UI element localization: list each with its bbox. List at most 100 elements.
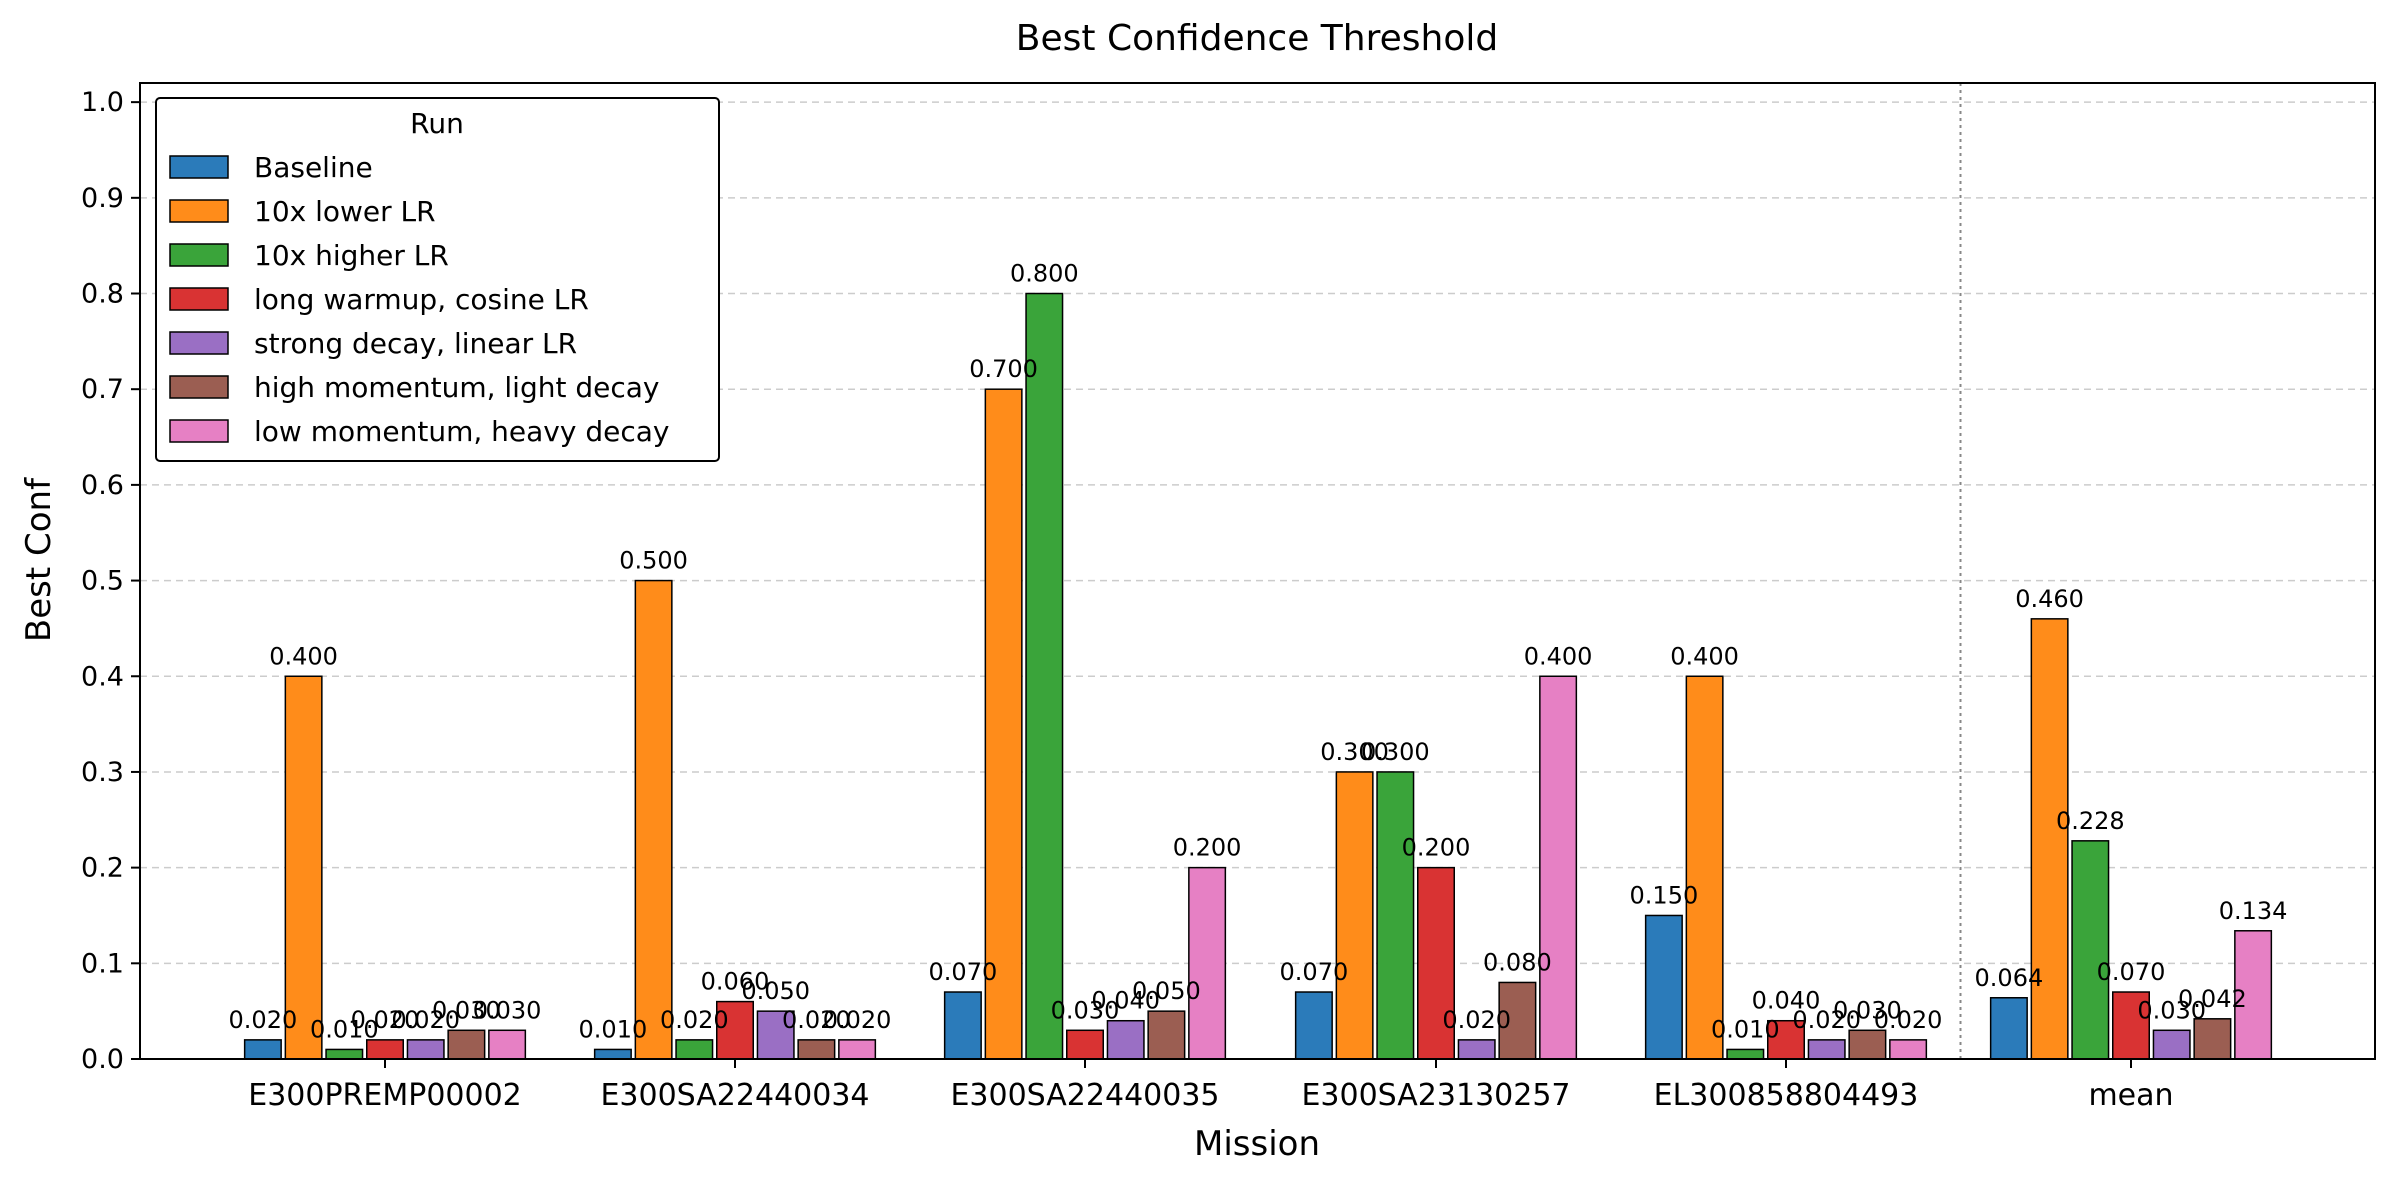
legend-swatch (169, 375, 229, 399)
bar-value-label: 0.500 (619, 547, 688, 575)
bar (1644, 914, 1683, 1060)
bar (756, 1010, 795, 1060)
bar (1539, 675, 1578, 1060)
bar-value-label: 0.050 (1132, 977, 1201, 1005)
bar-value-label: 0.460 (2015, 585, 2084, 613)
y-tick-label: 0.8 (81, 279, 124, 310)
chart-title: Best Confidence Threshold (1016, 18, 1498, 59)
bar-value-label: 0.400 (1524, 642, 1593, 670)
bar-value-label: 0.030 (2137, 996, 2206, 1024)
bar-value-label: 0.050 (741, 977, 810, 1005)
bar-value-label: 0.020 (1442, 1006, 1511, 1034)
legend-box (155, 97, 720, 462)
legend-swatch (169, 287, 229, 311)
bar-value-label: 0.020 (229, 1006, 298, 1034)
bar-value-label: 0.400 (269, 642, 338, 670)
legend-swatch (169, 199, 229, 223)
bar-value-label: 0.300 (1320, 738, 1389, 766)
bar (1498, 981, 1537, 1060)
bar-value-label: 0.700 (969, 355, 1038, 383)
bar (488, 1029, 527, 1060)
bar-value-label: 0.030 (1833, 996, 1902, 1024)
bar-value-label: 0.070 (2097, 958, 2166, 986)
bar (1807, 1039, 1846, 1060)
legend-entry-label: high momentum, light decay (254, 371, 659, 404)
y-tick-label: 0.2 (81, 853, 124, 884)
bar-value-label: 0.200 (1173, 834, 1242, 862)
legend: Run Baseline 10x lower LR 10x higher LR lon… (155, 97, 720, 462)
plot-frame (139, 82, 2376, 1060)
bar (1417, 866, 1455, 1060)
x-tick-label: E300SA22440034 (600, 1078, 869, 1113)
bar-value-label: 0.080 (1483, 948, 1552, 976)
legend-entry-label: long warmup, cosine LR (254, 283, 589, 316)
x-ticks: E300PREMP00002 E300SA22440034 E300SA224400… (248, 1059, 2174, 1113)
bar-value-label: 0.040 (1091, 987, 1160, 1015)
x-axis-label: Mission (1194, 1124, 1320, 1164)
bar (2071, 840, 2110, 1060)
bar-value-label: 0.150 (1630, 881, 1699, 909)
bar-value-label: 0.020 (823, 1006, 892, 1034)
bar-value-label: 0.070 (1280, 958, 1349, 986)
y-tick-label: 0.9 (81, 183, 124, 214)
bar-value-label: 0.200 (1402, 834, 1471, 862)
bar (1335, 771, 1374, 1060)
x-tick-label: mean (2088, 1078, 2173, 1113)
y-tick-label: 0.1 (81, 948, 124, 979)
bar (1025, 292, 1064, 1060)
bar-value-label: 0.030 (1051, 996, 1120, 1024)
y-axis-label: Best Conf (19, 477, 59, 642)
bar-value-label: 0.020 (1792, 1006, 1861, 1034)
bar (243, 1039, 282, 1060)
bars (243, 292, 2273, 1060)
bar (284, 675, 323, 1060)
bar-value-label: 0.010 (579, 1015, 648, 1043)
bar-value-label: 0.010 (1711, 1015, 1780, 1043)
legend-entry-label: low momentum, heavy decay (254, 415, 669, 448)
y-ticks: 0.0 0.1 0.2 0.3 0.4 0.5 0.6 0.7 0.8 0.9 1.0 (81, 87, 140, 1075)
y-tick-label: 1.0 (81, 87, 124, 118)
bar (634, 579, 673, 1060)
bar (1726, 1048, 1765, 1060)
x-tick-label: E300PREMP00002 (248, 1078, 522, 1113)
bar (1066, 1029, 1104, 1060)
x-tick-label: EL300858804493 (1654, 1078, 1919, 1113)
bar-labels: 0.0200.4000.0100.0200.0200.0300.0300.010… (229, 260, 2288, 1044)
bar-value-label: 0.020 (391, 1006, 460, 1034)
y-tick-label: 0.3 (81, 757, 124, 788)
bar (797, 1039, 836, 1060)
legend-swatch (169, 155, 229, 179)
y-tick-label: 0.4 (81, 661, 124, 692)
x-tick-label: E300SA22440035 (950, 1078, 1219, 1113)
bar-value-label: 0.040 (1752, 987, 1821, 1015)
bar-value-label: 0.400 (1670, 642, 1739, 670)
legend-entry-label: 10x higher LR (254, 239, 449, 272)
bar (1188, 866, 1227, 1060)
bar-value-label: 0.020 (660, 1006, 729, 1034)
bar (2193, 1018, 2232, 1060)
bar (716, 1000, 754, 1060)
x-tick-label: E300SA23130257 (1301, 1078, 1570, 1113)
bar (593, 1048, 632, 1060)
bar (675, 1039, 714, 1060)
bar (325, 1048, 364, 1060)
bar (1889, 1039, 1928, 1060)
bar (2234, 930, 2273, 1060)
y-tick-label: 0.7 (81, 374, 124, 405)
bar (406, 1039, 445, 1060)
legend-swatch (169, 419, 229, 443)
bar-value-label: 0.010 (310, 1015, 379, 1043)
bar (943, 991, 982, 1060)
legend-swatch (169, 243, 229, 267)
bar (838, 1039, 877, 1060)
y-tick-label: 0.6 (81, 470, 124, 501)
bar-value-label: 0.060 (701, 968, 770, 996)
bar-value-label: 0.228 (2056, 807, 2125, 835)
legend-title: Run (410, 107, 464, 140)
bar (447, 1029, 486, 1060)
bar (1106, 1019, 1145, 1060)
bar (1685, 675, 1724, 1060)
bar-value-label: 0.030 (432, 996, 501, 1024)
bar-value-label: 0.020 (782, 1006, 851, 1034)
